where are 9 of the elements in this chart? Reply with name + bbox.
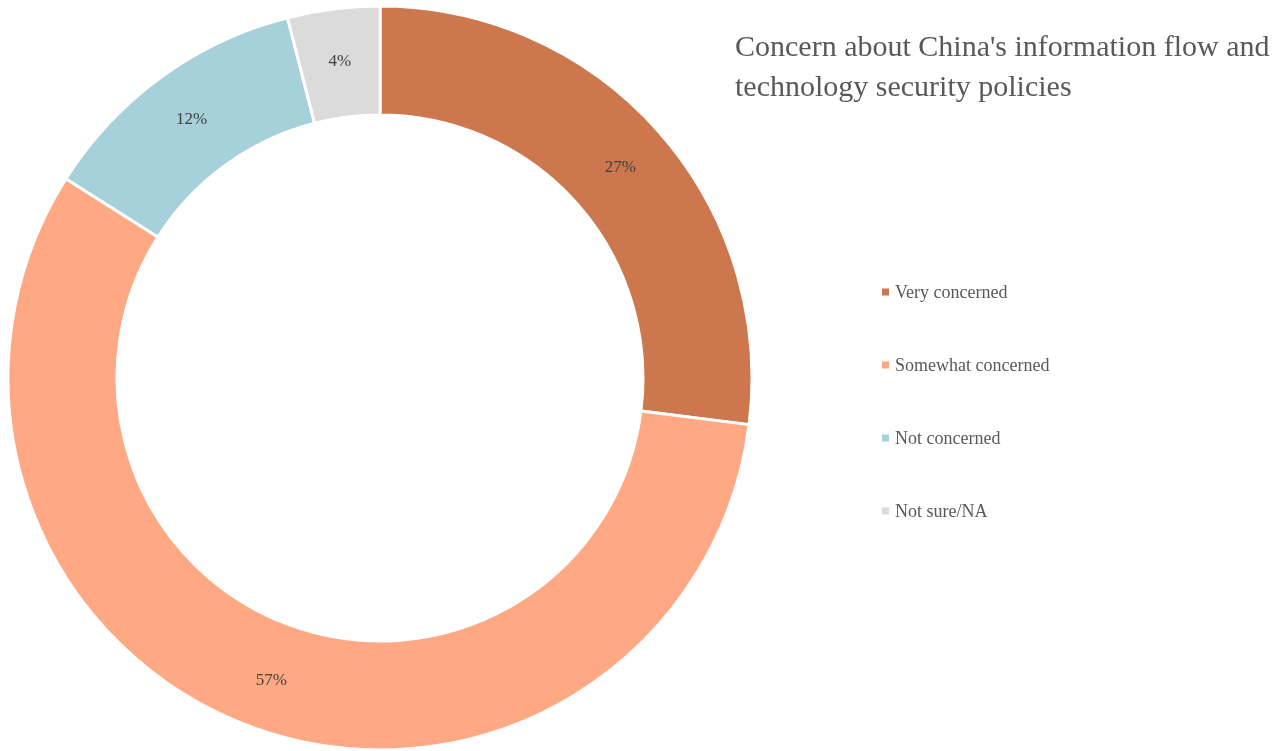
legend-label: Not sure/NA xyxy=(895,501,988,521)
data-label: 57% xyxy=(255,670,288,690)
data-label: 27% xyxy=(604,156,636,176)
data-label: 12% xyxy=(176,109,208,129)
legend-label: Not concerned xyxy=(895,428,1001,448)
data-label: 4% xyxy=(328,50,352,70)
legend-label: Very concerned xyxy=(895,282,1008,302)
legend-label: Somewhat concerned xyxy=(895,355,1050,375)
text: Concern about China's information flow and technology security policies xyxy=(735,28,1277,102)
